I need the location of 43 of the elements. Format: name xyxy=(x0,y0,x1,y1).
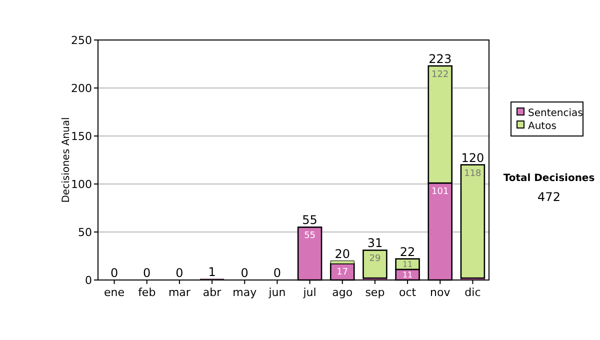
total-label: 20 xyxy=(334,246,350,261)
total-label: 1 xyxy=(208,265,216,280)
y-tick-label: 0 xyxy=(85,274,92,287)
total-label: 0 xyxy=(143,266,151,280)
y-tick-label: 150 xyxy=(71,130,92,143)
y-tick-label: 200 xyxy=(71,82,92,95)
x-tick-label: jun xyxy=(268,286,286,299)
total-label: 0 xyxy=(110,266,118,280)
legend-label: Sentencias xyxy=(528,108,583,119)
total-label: 223 xyxy=(428,52,452,66)
data-label: 29 xyxy=(369,254,381,264)
x-tick-label: sep xyxy=(365,286,385,299)
x-tick-label: ene xyxy=(104,286,125,299)
total-label: 0 xyxy=(273,266,282,280)
x-tick-label: mar xyxy=(168,286,191,299)
y-axis-title: Decisiones Anual xyxy=(61,117,72,203)
total-label: 0 xyxy=(240,266,248,280)
data-label: 17 xyxy=(336,268,348,278)
total-label: 22 xyxy=(400,244,416,259)
data-label: 122 xyxy=(432,70,449,80)
text: 472 xyxy=(538,190,560,204)
x-tick-label: ago xyxy=(332,286,353,299)
x-tick-label: nov xyxy=(430,286,451,299)
data-label: 11 xyxy=(402,270,413,280)
data-label: 55 xyxy=(304,231,316,242)
total-label: 55 xyxy=(302,213,318,228)
data-label: 101 xyxy=(432,187,449,198)
legend-label: Autos xyxy=(528,121,556,132)
total-label: 31 xyxy=(367,236,383,250)
x-tick-label: abr xyxy=(202,286,222,299)
x-tick-label: feb xyxy=(138,286,156,299)
y-tick-label: 50 xyxy=(78,226,92,239)
x-tick-label: oct xyxy=(398,286,417,299)
data-label: 118 xyxy=(464,168,482,179)
total-label: 0 xyxy=(176,266,184,280)
text: Total Decisiones xyxy=(503,173,595,184)
x-tick-label: may xyxy=(232,286,258,299)
data-label: 11 xyxy=(402,260,413,270)
x-tick-label: jul xyxy=(302,286,316,299)
y-tick-label: 100 xyxy=(71,178,92,191)
x-tick-label: dic xyxy=(464,286,481,299)
y-tick-label: 250 xyxy=(71,34,92,47)
total-label: 120 xyxy=(461,150,484,165)
